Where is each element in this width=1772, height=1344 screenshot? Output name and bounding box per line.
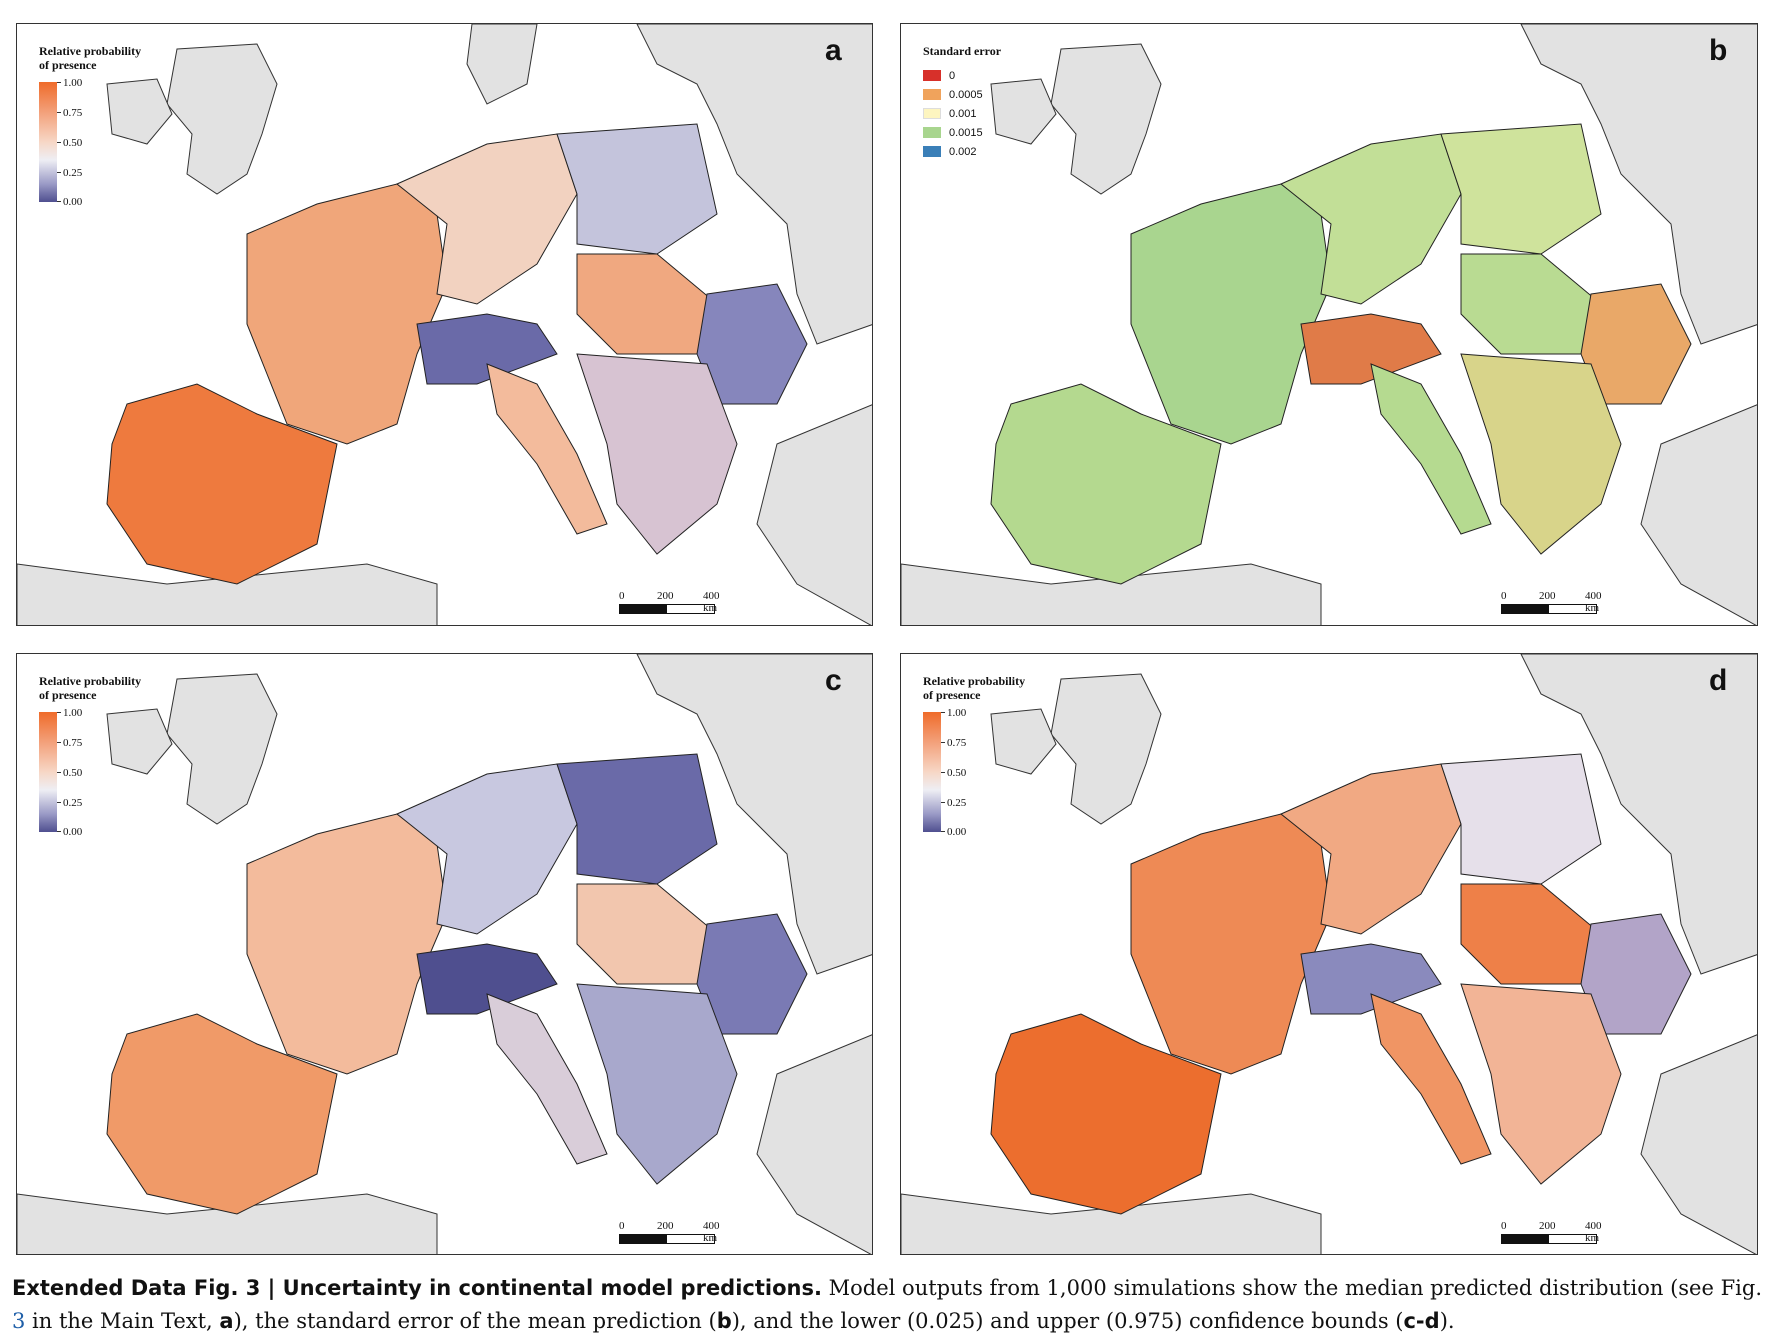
probability-legend: Relative probability of presence 1.00 0.… <box>39 674 141 842</box>
scale-label-0: 0 <box>619 590 625 602</box>
outside-land <box>17 24 872 625</box>
scale-label-0: 0 <box>1501 1220 1507 1232</box>
legend-title-line1: Relative probability <box>39 44 142 58</box>
outside-land <box>901 654 1757 1254</box>
scale-label-200: 200 <box>657 590 674 602</box>
legend-title-line2: of presence <box>923 688 981 702</box>
scale-bar: 0 200 400 km <box>619 1220 729 1244</box>
colorbar: 1.00 0.75 0.50 0.25 0.00 <box>39 707 119 842</box>
tick-label: 0.00 <box>63 196 83 208</box>
legend-class: 0.0005 <box>923 85 1001 104</box>
scale-bar: 0 200 400 km <box>1501 1220 1611 1244</box>
probability-legend: Relative probability of presence 1.00 0.… <box>923 674 1025 842</box>
map-panel-b: Standard error 0 0.0005 0.001 0.0015 0.0… <box>900 23 1758 626</box>
scale-bar: 0 200 400 km <box>619 590 729 614</box>
outside-land <box>901 24 1757 625</box>
tick-label: 1.00 <box>947 707 967 719</box>
map-panel-d: Relative probability of presence 1.00 0.… <box>900 653 1758 1255</box>
outside-land <box>17 654 872 1254</box>
tick-label: 0.25 <box>63 797 83 809</box>
figure-link[interactable]: 3 <box>12 1309 26 1333</box>
scale-label-400: 400 km <box>1585 1220 1602 1244</box>
legend-title-line1: Relative probability <box>923 674 1026 688</box>
probability-legend: Relative probability of presence 1.00 0.… <box>39 44 141 212</box>
panel-letter-b: b <box>1709 34 1728 67</box>
tick-label: 0.50 <box>63 767 83 779</box>
panel-letter-d: d <box>1709 664 1728 697</box>
map-panel-a: Relative probability of presence 1.00 0.… <box>16 23 873 626</box>
scale-label-200: 200 <box>657 1220 674 1232</box>
panel-letter-c: c <box>825 664 842 697</box>
caption-text: Model outputs from 1,000 simulations sho… <box>821 1276 1762 1300</box>
colorbar-gradient <box>923 712 941 832</box>
legend-classes: 0 0.0005 0.001 0.0015 0.002 <box>923 66 1001 161</box>
legend-title-line1: Relative probability <box>39 674 142 688</box>
legend-class: 0.001 <box>923 104 1001 123</box>
map-panel-c-image <box>17 654 872 1254</box>
colorbar: 1.00 0.75 0.50 0.25 0.00 <box>39 77 119 212</box>
tick-label: 0.50 <box>947 767 967 779</box>
scale-label-0: 0 <box>619 1220 625 1232</box>
tick-label: 1.00 <box>63 77 83 89</box>
scale-bar: 0 200 400 km <box>1501 590 1611 614</box>
map-panel-c: Relative probability of presence 1.00 0.… <box>16 653 873 1255</box>
panel-ref-cd: c-d <box>1403 1309 1440 1333</box>
scale-label-400: 400 km <box>1585 590 1602 614</box>
map-panel-d-image <box>901 654 1757 1254</box>
caption-title: Extended Data Fig. 3 | Uncertainty in co… <box>12 1276 822 1300</box>
scale-label-400: 400 km <box>703 590 720 614</box>
standard-error-legend: Standard error 0 0.0005 0.001 0.0015 0.0… <box>923 44 1001 161</box>
caption-text: ), the standard error of the mean predic… <box>233 1309 717 1333</box>
caption-text: in the Main Text, <box>25 1309 220 1333</box>
legend-class: 0.0015 <box>923 123 1001 142</box>
scale-label-0: 0 <box>1501 590 1507 602</box>
legend-class: 0.002 <box>923 142 1001 161</box>
tick-label: 1.00 <box>63 707 83 719</box>
tick-label: 0.75 <box>63 737 83 749</box>
study-area-land <box>106 123 808 585</box>
legend-title-line2: of presence <box>39 58 97 72</box>
legend-class: 0 <box>923 66 1001 85</box>
map-panel-a-image <box>17 24 872 625</box>
tick-label: 0.25 <box>63 167 83 179</box>
scale-label-200: 200 <box>1539 590 1556 602</box>
tick-label: 0.25 <box>947 797 967 809</box>
colorbar: 1.00 0.75 0.50 0.25 0.00 <box>923 707 1003 842</box>
study-area-land <box>990 123 1692 585</box>
map-panel-b-image <box>901 24 1757 625</box>
tick-label: 0.00 <box>947 826 967 838</box>
study-area-land <box>990 753 1692 1215</box>
tick-label: 0.75 <box>63 107 83 119</box>
panel-ref-b: b <box>716 1309 732 1333</box>
colorbar-gradient <box>39 712 57 832</box>
tick-label: 0.00 <box>63 826 83 838</box>
study-area-land <box>106 753 808 1215</box>
panel-letter-a: a <box>825 34 842 67</box>
legend-title-line2: of presence <box>39 688 97 702</box>
scale-label-400: 400 km <box>703 1220 720 1244</box>
caption-text: ), and the lower (0.025) and upper (0.97… <box>731 1309 1404 1333</box>
colorbar-gradient <box>39 82 57 202</box>
tick-label: 0.50 <box>63 137 83 149</box>
legend-title: Standard error <box>923 44 1002 58</box>
scale-label-200: 200 <box>1539 1220 1556 1232</box>
tick-label: 0.75 <box>947 737 967 749</box>
figure-caption: Extended Data Fig. 3 | Uncertainty in co… <box>12 1272 1762 1338</box>
panel-ref-a: a <box>219 1309 234 1333</box>
caption-text: ). <box>1439 1309 1455 1333</box>
